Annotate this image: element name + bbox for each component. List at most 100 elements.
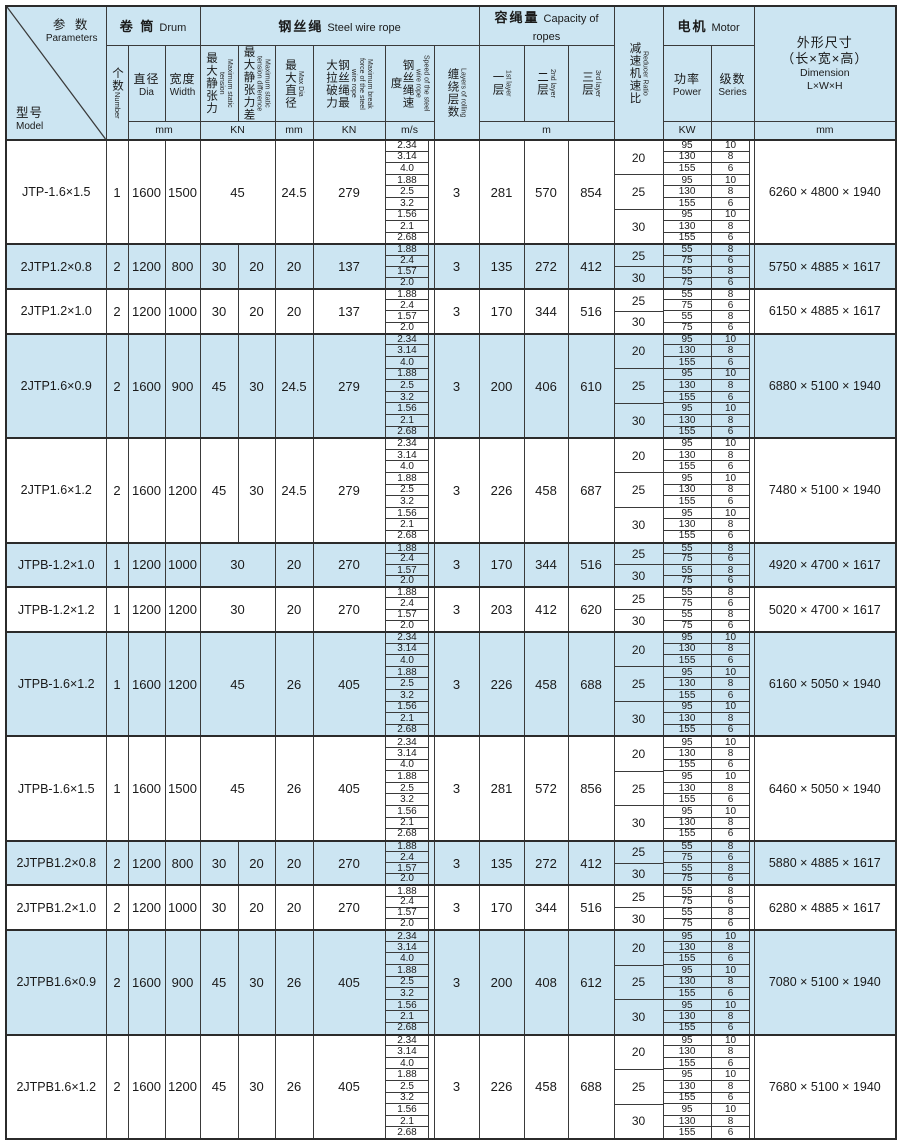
cell-motor-series: 6 <box>710 496 755 508</box>
cell-rope-speed: 2.34 <box>384 631 435 644</box>
cell-motor-power: 130 <box>662 519 712 531</box>
cell-motor-power: 155 <box>662 690 712 702</box>
cell-drum-dia: 1600 <box>127 332 166 439</box>
cell-motor-series: 10 <box>710 965 755 977</box>
cell-motor-power: 95 <box>662 507 712 520</box>
cell-motor-power: 55 <box>662 863 712 875</box>
cell-drum-dia: 1200 <box>127 541 166 588</box>
spec-subrow: 4.0 155 6 <box>6 655 896 667</box>
cell-motor-power: 155 <box>662 988 712 1000</box>
cell-motor-power: 95 <box>662 403 712 415</box>
spec-subrow: 3.2 155 6 <box>6 690 896 702</box>
spec-subrow: 2.0 75 6 <box>6 576 896 588</box>
cell-drum-width: 1200 <box>164 437 201 544</box>
cell-motor-power: 75 <box>662 553 712 565</box>
cell-motor-power: 130 <box>662 345 712 358</box>
spec-subrow: JTPB-1.2×1.0 1 1200 1000 30 20 270 1.88 3 170 344 5… <box>5 541 897 588</box>
cell-rope-speed: 4.0 <box>384 163 435 175</box>
cell-rope-speed: 2.68 <box>384 530 435 543</box>
spec-subrow: 3.14 130 8 <box>6 941 896 954</box>
cell-capacity-3rd-layer: 610 <box>567 332 615 439</box>
cell-rope-speed: 4.0 <box>384 953 435 965</box>
spec-subrow: 3.2 155 6 <box>6 391 896 404</box>
cell-rope-max-dia: 20 <box>274 884 314 931</box>
cell-reducer-ratio: 30 <box>613 266 664 290</box>
cell-rope-max-dia: 20 <box>274 243 314 290</box>
cell-rope-max-dia: 20 <box>274 288 314 335</box>
col-header-rope-speed: 钢丝绳速度 Speed of the steel wire rope <box>384 45 435 122</box>
col-header-series: 级数 Series <box>710 45 755 122</box>
cell-reducer-ratio: 30 <box>613 805 664 842</box>
cell-reducer-ratio: 25 <box>613 839 664 864</box>
cell-rope-speed: 3.2 <box>384 391 435 404</box>
cell-capacity-1st-layer: 200 <box>478 929 525 1036</box>
cell-capacity-3rd-layer: 620 <box>567 586 615 633</box>
cell-motor-power: 95 <box>662 368 712 381</box>
cell-motor-series: 10 <box>710 735 755 748</box>
cell-motor-power: 130 <box>662 484 712 497</box>
cell-motor-series: 10 <box>710 472 755 485</box>
cell-motor-power: 75 <box>662 598 712 610</box>
cell-dimension: 5750 × 4885 × 1617 <box>753 243 897 290</box>
spec-subrow: 3.14 130 8 <box>6 643 896 656</box>
cell-drum-dia: 1600 <box>127 1033 166 1140</box>
cell-dimension: 6280 × 4885 × 1617 <box>753 884 897 931</box>
cell-tension-difference: 20 <box>237 839 276 886</box>
cell-motor-power: 155 <box>662 197 712 210</box>
cell-rope-speed: 1.88 <box>384 884 435 897</box>
spec-subrow: 1.57 30 55 8 <box>6 564 896 588</box>
spec-subrow: 4.0 155 6 <box>6 1057 896 1070</box>
spec-subrow: 2.5 130 8 <box>6 186 896 198</box>
cell-rope-speed: 2.34 <box>384 437 435 450</box>
cell-reducer-ratio: 30 <box>613 999 664 1036</box>
cell-capacity-3rd-layer: 516 <box>567 884 615 931</box>
cell-drum-dia: 1600 <box>127 437 166 544</box>
cell-motor-series: 10 <box>710 209 755 222</box>
spec-subrow: 2JTPB1.2×0.8 2 1200 800 30 20 20 270 1.88 3 135 272… <box>5 839 897 886</box>
diagonal-divider <box>7 7 105 139</box>
cell-max-static-tension: 45 <box>199 631 276 737</box>
cell-motor-series: 8 <box>710 817 755 830</box>
cell-motor-power: 130 <box>662 1011 712 1023</box>
cell-motor-power: 55 <box>662 609 712 621</box>
cell-motor-series: 8 <box>710 976 755 989</box>
spec-subrow: 3.2 155 6 <box>6 197 896 210</box>
spec-subrow: JTPB-1.6×1.5 1 1600 1500 45 26 405 2.34 3 281 572 8… <box>5 735 897 842</box>
spec-subrow: 2.4 75 6 <box>6 255 896 267</box>
cell-rope-max-dia: 26 <box>274 631 314 737</box>
cell-rope-speed: 1.88 <box>384 771 435 783</box>
cell-rope-max-dia: 26 <box>274 1033 314 1140</box>
cell-motor-series: 8 <box>710 678 755 690</box>
spec-subrow: 3.2 155 6 <box>6 1092 896 1105</box>
cell-model: 2JTP1.2×0.8 <box>5 243 107 290</box>
cell-motor-series: 8 <box>710 221 755 233</box>
cell-layers: 3 <box>433 332 480 439</box>
cell-motor-series: 10 <box>710 1104 755 1116</box>
cell-drum-number: 1 <box>105 631 129 737</box>
cell-motor-power: 130 <box>662 817 712 830</box>
col-header-2nd-layer: 二层2nd layer <box>523 45 569 122</box>
cell-layers: 3 <box>433 884 480 931</box>
cell-motor-series: 6 <box>710 851 755 864</box>
spec-subrow: 2JTPB1.6×1.2 2 1600 1200 45 30 26 405 2.34 3 226 45… <box>5 1033 897 1140</box>
cell-reducer-ratio: 25 <box>613 243 664 268</box>
cell-capacity-2nd-layer: 344 <box>523 884 569 931</box>
cell-motor-series: 6 <box>710 391 755 404</box>
cell-rope-speed: 2.5 <box>384 782 435 795</box>
cell-layers: 3 <box>433 288 480 335</box>
cell-rope-speed: 3.2 <box>384 197 435 210</box>
spec-subrow: 2.4 75 6 <box>6 896 896 908</box>
cell-rope-speed: 2.34 <box>384 929 435 942</box>
spec-subrow: 1.56 30 95 10 <box>6 999 896 1036</box>
cell-motor-series: 6 <box>710 461 755 473</box>
cell-capacity-1st-layer: 200 <box>478 332 525 439</box>
spec-subrow: 2.68 155 6 <box>6 724 896 737</box>
cell-capacity-3rd-layer: 854 <box>567 138 615 245</box>
cell-motor-power: 95 <box>662 139 712 152</box>
cell-max-static-tension: 30 <box>199 288 239 335</box>
cell-motor-series: 6 <box>710 1127 755 1139</box>
cell-drum-number: 2 <box>105 437 129 544</box>
cell-motor-power: 75 <box>662 919 712 931</box>
table-header: 参 数 Parameters 型号 Model 卷 筒 Drum 钢丝绳 Steel… <box>5 5 897 141</box>
